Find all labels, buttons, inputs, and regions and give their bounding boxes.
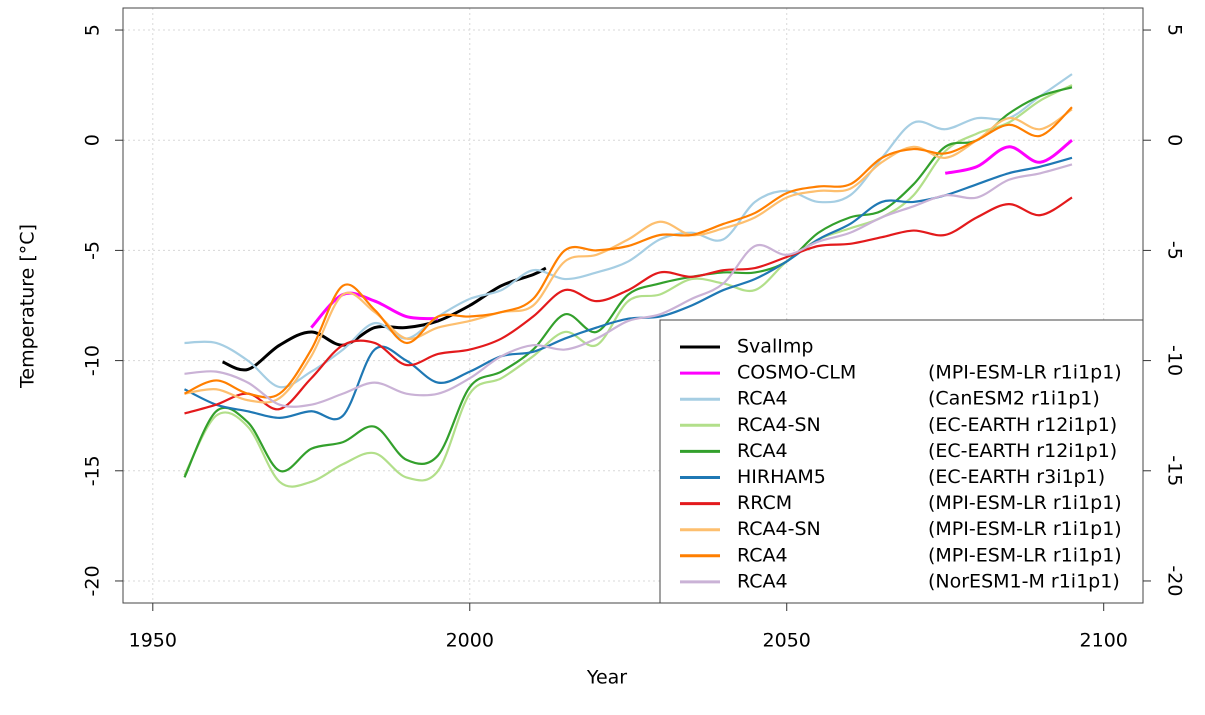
x-tick-label: 2000 [446, 630, 494, 652]
legend-model: (NorESM1-M r1i1p1) [928, 570, 1120, 592]
legend-label: SvalImp [737, 336, 813, 358]
plot-frame [122, 7, 1144, 604]
legend-model: (EC-EARTH r12i1p1) [928, 414, 1117, 436]
legend-label: RCA4-SN [737, 414, 821, 436]
legend-model: (EC-EARTH r3i1p1) [928, 466, 1105, 488]
x-axis-label: Year [586, 667, 627, 689]
legend-label: RCA4 [737, 440, 788, 462]
series-line [183, 84, 1073, 488]
legend-label: HIRHAM5 [737, 466, 826, 488]
legend-model: (MPI-ESM-LR r1i1p1) [928, 544, 1122, 566]
y2-tick-label: 0 [1164, 134, 1186, 146]
legend-label: RCA4 [737, 570, 788, 592]
legend-model: (MPI-ESM-LR r1i1p1) [928, 518, 1122, 540]
legend-label: RRCM [737, 492, 792, 514]
legend-model: (MPI-ESM-LR r1i1p1) [928, 362, 1122, 384]
series-line [183, 86, 1073, 478]
x-tick-label: 1950 [129, 630, 177, 652]
y-tick-label: -20 [82, 565, 104, 596]
y-axis-label: Temperature [°C] [17, 224, 39, 389]
y2-tick-label: -15 [1164, 455, 1186, 486]
legend: SvalImp COSMO-CLM (MPI-ESM-LR r1i1p1) RCA4 (… [659, 319, 1144, 604]
y2-tick-label: 5 [1164, 24, 1186, 36]
series-line [184, 106, 1073, 399]
x-tick-label: 2050 [763, 630, 811, 652]
x-tick-label: 2100 [1080, 630, 1128, 652]
y2-tick-label: -10 [1164, 345, 1186, 376]
legend-box [659, 319, 1144, 604]
y-tick-label: -5 [82, 241, 104, 260]
legend-model: (CanESM2 r1i1p1) [928, 388, 1100, 410]
legend-label: COSMO-CLM [737, 362, 856, 384]
y2-tick-label: -20 [1164, 565, 1186, 596]
legend-label: RCA4 [737, 388, 788, 410]
series-line [221, 266, 547, 372]
series-line [184, 163, 1073, 408]
series-line [184, 196, 1073, 415]
y-tick-label: -15 [82, 455, 104, 486]
y2-tick-label: -5 [1164, 241, 1186, 260]
legend-label: RCA4 [737, 544, 788, 566]
series-line [184, 156, 1073, 421]
legend-model: (MPI-ESM-LR r1i1p1) [928, 492, 1122, 514]
legend-model: (EC-EARTH r12i1p1) [928, 440, 1117, 462]
lines [183, 73, 1073, 488]
y-tick-label: -10 [82, 345, 104, 376]
y-tick-label: 0 [82, 134, 104, 146]
legend-label: RCA4-SN [737, 518, 821, 540]
y-tick-label: 5 [82, 24, 104, 36]
series-line [184, 73, 1073, 389]
